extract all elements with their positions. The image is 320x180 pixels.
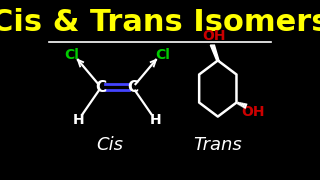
Text: C: C bbox=[127, 80, 138, 94]
Text: Cis & Trans Isomers: Cis & Trans Isomers bbox=[0, 8, 320, 37]
Text: Trans: Trans bbox=[193, 136, 242, 154]
Text: C: C bbox=[95, 80, 107, 94]
Text: OH: OH bbox=[202, 29, 226, 43]
Text: Cl: Cl bbox=[155, 48, 170, 62]
Text: H: H bbox=[73, 112, 84, 127]
Text: H: H bbox=[150, 112, 161, 127]
Text: OH: OH bbox=[241, 105, 265, 119]
Text: Cis: Cis bbox=[97, 136, 124, 154]
Polygon shape bbox=[210, 45, 219, 60]
Text: Cl: Cl bbox=[64, 48, 79, 62]
